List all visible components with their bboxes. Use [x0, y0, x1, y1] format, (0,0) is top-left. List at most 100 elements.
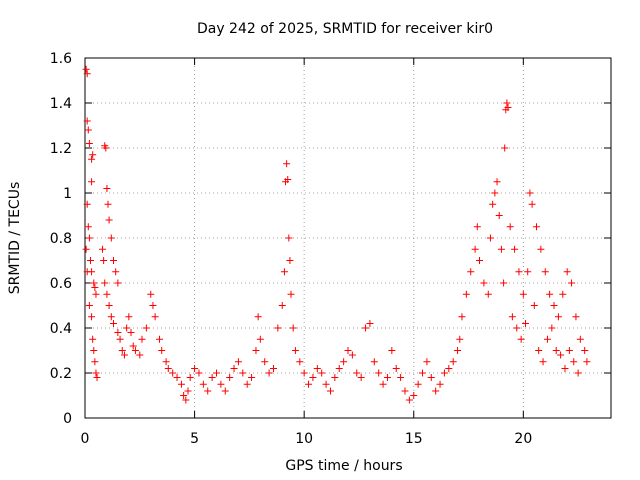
- data-point: [99, 245, 107, 253]
- data-point: [423, 358, 431, 366]
- data-point: [445, 365, 453, 372]
- data-point: [269, 365, 277, 372]
- data-point: [344, 347, 352, 354]
- data-point: [471, 245, 479, 253]
- data-point: [414, 380, 422, 388]
- data-point: [85, 234, 93, 242]
- data-point: [583, 358, 591, 366]
- data-point: [287, 290, 295, 298]
- data-point: [226, 374, 234, 381]
- data-point: [88, 313, 96, 321]
- data-point: [112, 268, 120, 276]
- data-point: [563, 268, 571, 276]
- data-point: [503, 99, 511, 107]
- data-point: [550, 302, 558, 309]
- data-point: [318, 369, 326, 377]
- x-axis-label: GPS time / hours: [285, 458, 402, 474]
- data-point: [92, 290, 100, 298]
- data-point: [526, 189, 534, 197]
- data-point: [136, 351, 144, 359]
- data-point: [570, 358, 578, 366]
- data-point: [497, 245, 505, 253]
- data-point: [82, 245, 90, 253]
- data-point: [419, 369, 427, 377]
- y-tick-label: 1: [63, 186, 72, 202]
- data-point: [278, 302, 286, 309]
- data-point: [296, 358, 304, 366]
- data-point: [436, 380, 444, 388]
- y-tick-label: 1.2: [50, 141, 72, 157]
- data-point: [274, 324, 282, 332]
- y-tick-label: 1.6: [50, 51, 72, 67]
- data-point: [254, 313, 262, 321]
- data-point: [506, 223, 514, 231]
- data-point: [410, 392, 418, 399]
- data-point: [576, 335, 584, 343]
- data-point: [557, 351, 565, 359]
- data-point: [182, 396, 190, 404]
- data-point: [305, 380, 313, 388]
- x-tick-label: 5: [190, 431, 199, 447]
- data-point: [116, 335, 124, 343]
- data-point: [103, 185, 111, 192]
- data-point: [568, 279, 576, 287]
- x-tick-label: 0: [81, 431, 90, 447]
- data-point: [383, 374, 391, 381]
- data-point: [476, 257, 483, 264]
- data-point: [120, 351, 128, 359]
- data-point: [88, 155, 96, 163]
- grid-lines: [85, 58, 611, 418]
- data-point: [501, 144, 509, 152]
- data-point: [541, 268, 549, 276]
- data-points: [82, 65, 591, 404]
- data-point: [574, 369, 582, 377]
- data-point: [85, 302, 93, 309]
- data-point: [284, 176, 292, 183]
- data-point: [86, 257, 94, 264]
- data-point: [513, 324, 521, 332]
- y-tick-label: 0.6: [50, 276, 72, 292]
- data-point: [511, 245, 519, 253]
- data-point: [164, 365, 172, 372]
- data-point: [118, 347, 126, 354]
- data-point: [243, 380, 251, 388]
- x-tick-label: 15: [405, 431, 423, 447]
- data-point: [467, 268, 475, 276]
- y-tick-label: 0.2: [50, 366, 72, 382]
- data-point: [401, 387, 409, 395]
- data-point: [109, 320, 117, 327]
- data-point: [239, 369, 247, 377]
- data-point: [480, 279, 488, 287]
- y-tick-label: 0.4: [50, 321, 72, 337]
- data-point: [357, 374, 365, 381]
- data-point: [340, 358, 348, 366]
- data-point: [456, 335, 464, 343]
- data-point: [535, 347, 543, 354]
- data-point: [102, 144, 110, 152]
- data-point: [397, 374, 405, 381]
- data-point: [213, 369, 220, 377]
- data-point: [473, 223, 481, 231]
- data-point: [449, 358, 457, 366]
- data-point: [537, 245, 545, 253]
- data-point: [90, 347, 98, 354]
- data-point: [530, 302, 538, 309]
- data-point: [265, 369, 273, 377]
- data-point: [114, 279, 122, 287]
- data-point: [286, 257, 294, 264]
- data-point: [462, 290, 470, 298]
- data-point: [559, 290, 567, 298]
- data-point: [335, 365, 343, 372]
- x-tick-label: 20: [514, 431, 532, 447]
- data-point: [491, 189, 499, 197]
- data-point: [554, 313, 562, 321]
- data-point: [489, 200, 497, 208]
- data-point: [543, 335, 551, 343]
- data-point: [432, 387, 440, 395]
- data-point: [539, 358, 547, 366]
- data-point: [84, 126, 92, 134]
- data-point: [552, 347, 560, 354]
- data-point: [142, 324, 150, 332]
- data-point: [131, 347, 139, 354]
